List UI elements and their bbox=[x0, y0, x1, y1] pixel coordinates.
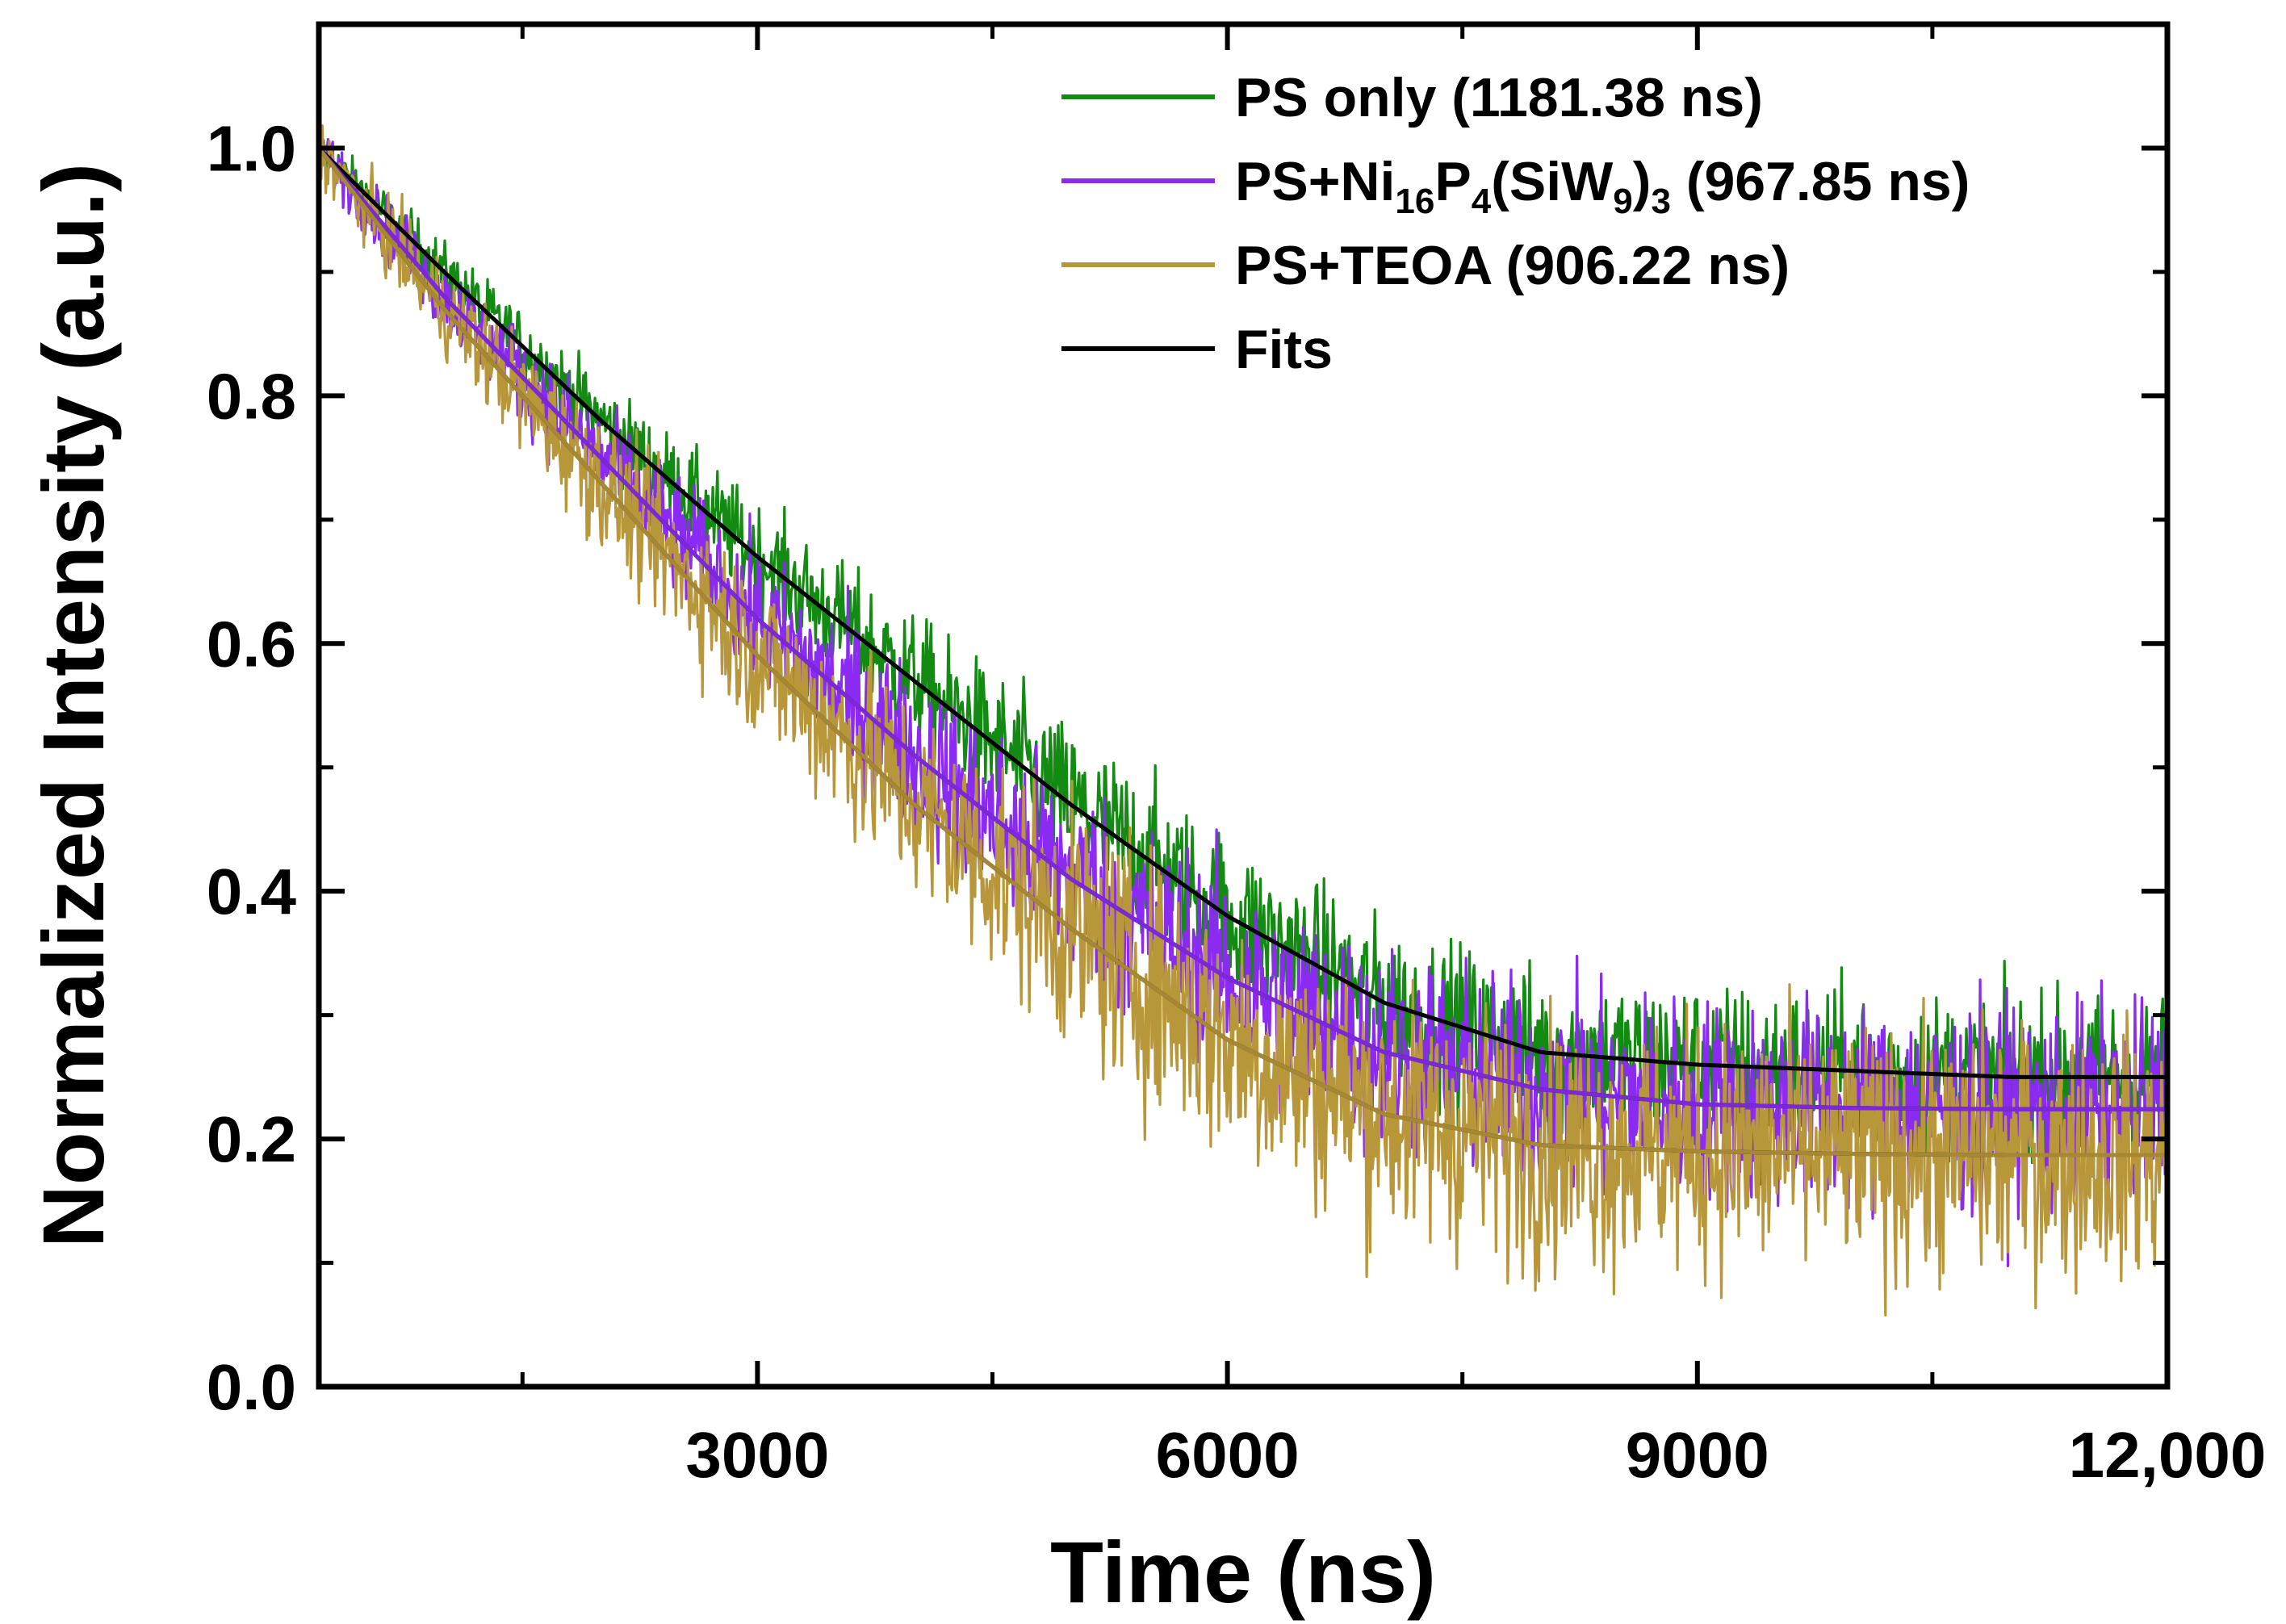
x-tick-label: 3000 bbox=[685, 1419, 829, 1491]
y-tick-label: 0.0 bbox=[207, 1351, 296, 1423]
legend-label-0: PS only (1181.38 ns) bbox=[1235, 67, 1763, 128]
fit-curve-color-1 bbox=[317, 146, 2167, 1111]
y-axis-title: Normalized Intensity (a.u.) bbox=[24, 163, 122, 1248]
legend: PS only (1181.38 ns) PS+Ni16P4(SiW9)3 (96… bbox=[1061, 67, 1970, 380]
legend-label-1: PS+Ni16P4(SiW9)3 (967.85 ns) bbox=[1235, 151, 1970, 221]
y-tick-label: 0.8 bbox=[207, 360, 296, 432]
fit-curve-color-2 bbox=[317, 146, 2167, 1157]
y-tick-label: 0.4 bbox=[207, 856, 297, 927]
x-tick-label: 9000 bbox=[1626, 1419, 1769, 1491]
axis-ticks: 0.0 0.2 0.4 0.6 0.8 1.0 3000 6000 9000 12,000 bbox=[207, 22, 2267, 1491]
plot-frame bbox=[316, 21, 2171, 1390]
plot-data-layer bbox=[317, 124, 2169, 1316]
legend-label-2: PS+TEOA (906.22 ns) bbox=[1235, 235, 1790, 296]
data-trace-2 bbox=[317, 124, 2169, 1316]
x-axis-title: Time (ns) bbox=[1050, 1523, 1436, 1621]
y-tick-label: 1.0 bbox=[207, 112, 296, 184]
y-tick-label: 0.6 bbox=[207, 608, 296, 680]
x-tick-label: 6000 bbox=[1156, 1419, 1300, 1491]
x-tick-label: 12,000 bbox=[2069, 1419, 2267, 1491]
fit-curve-0 bbox=[317, 146, 2167, 1079]
legend-label-3: Fits bbox=[1235, 319, 1333, 380]
y-tick-label: 0.2 bbox=[207, 1103, 296, 1175]
fit-curves-layer bbox=[317, 146, 2167, 1157]
